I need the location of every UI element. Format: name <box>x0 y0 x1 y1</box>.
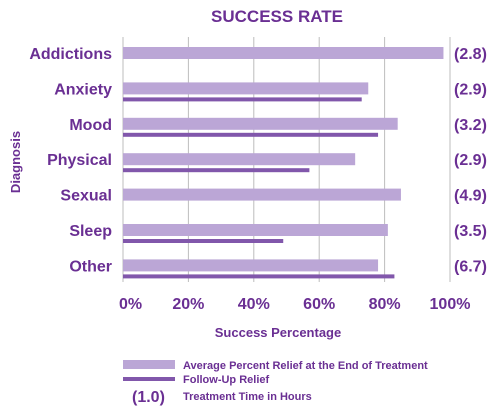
legend-hours-label: Treatment Time in Hours <box>183 391 312 403</box>
followup-line <box>123 97 362 102</box>
x-tick-label: 60% <box>303 296 335 313</box>
category-label: Sexual <box>60 188 112 205</box>
x-axis-label: Success Percentage <box>215 325 341 340</box>
hours-label: (2.8) <box>454 46 487 63</box>
hours-label: (3.5) <box>454 223 487 240</box>
relief-bar <box>123 188 401 201</box>
category-label: Mood <box>69 117 112 134</box>
hours-label: (2.9) <box>454 81 487 98</box>
relief-bar <box>123 117 398 130</box>
bar-layer <box>123 47 444 272</box>
relief-bar <box>123 259 379 272</box>
relief-bar <box>123 47 444 59</box>
x-tick-label: 80% <box>369 296 401 313</box>
relief-bar <box>123 82 369 95</box>
hours-label: (3.2) <box>454 117 487 134</box>
legend-bar-swatch <box>123 360 175 369</box>
relief-bar <box>123 153 356 166</box>
y-axis-label: Diagnosis <box>8 131 23 193</box>
relief-bar <box>123 224 388 236</box>
category-labels: Addictions Anxiety Mood Physical Sexual Sleep… <box>29 46 112 275</box>
category-label: Anxiety <box>54 81 112 98</box>
x-tick-labels: 0% 20% 40% 60% 80% 100% <box>119 296 470 313</box>
legend-bar-label: Average Percent Relief at the End of Tre… <box>183 360 428 372</box>
followup-line <box>123 239 284 243</box>
x-tick-label: 0% <box>119 296 142 313</box>
legend-hours-symbol: (1.0) <box>132 389 165 406</box>
x-tick-label: 20% <box>172 296 204 313</box>
hours-labels: (2.8) (2.9) (3.2) (2.9) (4.9) (3.5) (6.7) <box>454 46 487 275</box>
category-label: Other <box>69 258 112 275</box>
chart-title: SUCCESS RATE <box>211 7 343 26</box>
category-label: Sleep <box>69 223 112 240</box>
followup-line <box>123 168 310 173</box>
hours-label: (6.7) <box>454 258 487 275</box>
x-tick-label: 40% <box>238 296 270 313</box>
legend: Average Percent Relief at the End of Tre… <box>123 360 428 406</box>
legend-line-swatch <box>123 377 175 381</box>
category-label: Addictions <box>29 46 112 63</box>
hours-label: (2.9) <box>454 152 487 169</box>
hours-label: (4.9) <box>454 188 487 205</box>
followup-layer <box>123 97 395 279</box>
category-label: Physical <box>47 152 112 169</box>
legend-line-label: Follow-Up Relief <box>183 374 270 386</box>
x-tick-label: 100% <box>430 296 471 313</box>
followup-line <box>123 274 395 279</box>
followup-line <box>123 132 379 137</box>
